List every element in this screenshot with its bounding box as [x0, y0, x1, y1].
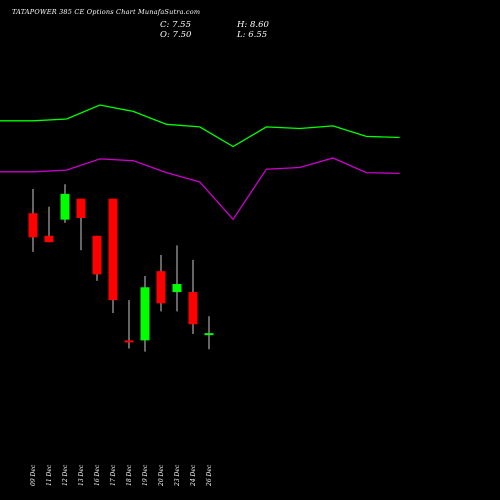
x-tick-label: 09 Dec — [30, 464, 37, 486]
candle-8 — [156, 255, 166, 312]
x-tick-label: 13 Dec — [78, 464, 85, 486]
candle-5 — [108, 198, 118, 314]
candle-0 — [28, 189, 38, 252]
x-tick-label: 20 Dec — [158, 464, 165, 487]
candle-4 — [92, 235, 102, 281]
candle-body — [60, 193, 70, 220]
candle-body — [108, 198, 118, 301]
candle-6 — [124, 300, 134, 349]
lower-indicator-line — [0, 157, 400, 221]
candle-3 — [76, 198, 86, 251]
candle-body — [140, 287, 150, 341]
candle-body — [124, 340, 134, 343]
x-tick-label: 16 Dec — [94, 464, 101, 486]
candle-body — [188, 292, 198, 325]
x-tick-label: 11 Dec — [46, 464, 53, 486]
candle-body — [44, 235, 54, 243]
candle-7 — [140, 275, 150, 352]
x-tick-label: 23 Dec — [174, 464, 181, 487]
high-label: H: 8.60 — [237, 20, 269, 30]
upper-indicator-line — [0, 104, 400, 148]
open-label: O: 7.50 — [160, 30, 192, 40]
x-tick-label: 19 Dec — [142, 464, 149, 486]
candle-2 — [60, 184, 70, 223]
candle-10 — [188, 259, 198, 334]
candle-body — [156, 271, 166, 304]
x-tick-label: 26 Dec — [206, 464, 213, 487]
candle-9 — [172, 245, 182, 312]
candle-11 — [204, 316, 214, 350]
x-tick-label: 12 Dec — [62, 464, 69, 486]
x-tick-label: 17 Dec — [110, 464, 117, 486]
low-label: L: 6.55 — [237, 30, 268, 40]
x-tick-label: 24 Dec — [190, 464, 197, 487]
candle-body — [28, 213, 38, 238]
candle-1 — [44, 206, 54, 243]
candle-body — [172, 284, 182, 293]
candle-body — [92, 235, 102, 275]
x-tick-label: 18 Dec — [126, 464, 133, 486]
candle-body — [204, 333, 214, 336]
chart-title: TATAPOWER 385 CE Options Chart MunafaSut… — [12, 8, 201, 16]
close-label: C: 7.55 — [160, 20, 191, 30]
candle-body — [76, 198, 86, 219]
